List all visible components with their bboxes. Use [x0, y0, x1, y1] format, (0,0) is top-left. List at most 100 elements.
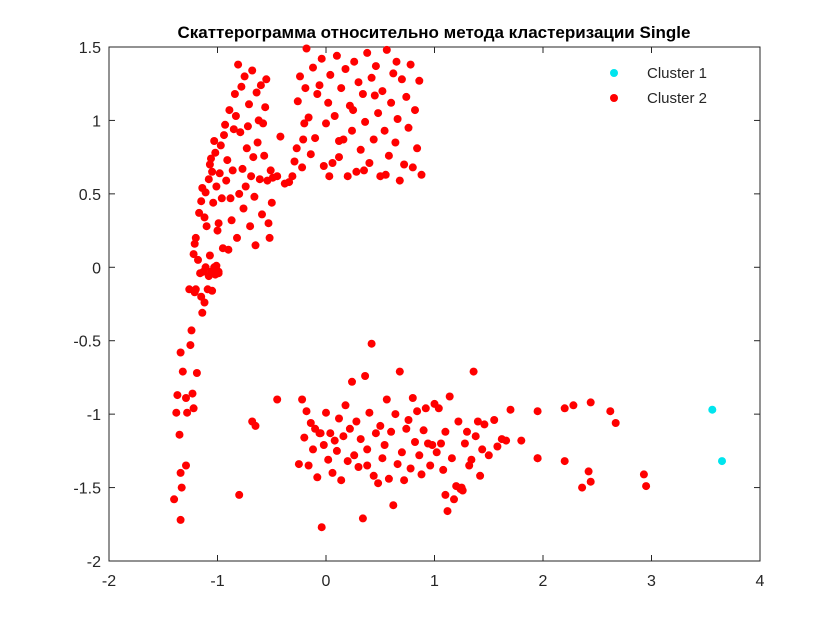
data-point [273, 172, 282, 181]
data-point [356, 435, 365, 444]
data-point [299, 135, 308, 144]
data-point [343, 172, 352, 181]
axes-ticks: -2 -1 0 1 2 3 4 -2 -1.5 -1 -0.5 0 0.5 1 1.5 [73, 40, 764, 590]
data-point [298, 395, 307, 404]
data-point [457, 483, 466, 492]
data-point [242, 144, 251, 153]
data-point [378, 87, 387, 96]
x-tick-label: 2 [539, 573, 548, 590]
data-point [239, 204, 248, 213]
data-point [428, 441, 437, 449]
y-tick-label: 1.5 [79, 40, 101, 57]
data-point [400, 160, 409, 169]
data-point [348, 126, 356, 135]
data-point [250, 192, 259, 201]
plot-area [108, 46, 761, 562]
data-point [441, 427, 450, 436]
legend-marker [610, 69, 618, 77]
data-point [176, 348, 185, 357]
data-point [209, 198, 218, 207]
data-point [467, 455, 476, 464]
data-point [234, 60, 243, 69]
data-point [220, 131, 228, 140]
data-point [221, 120, 230, 129]
data-point [411, 106, 419, 115]
y-tick-label: 0 [92, 260, 101, 277]
data-point [415, 76, 424, 85]
data-point [476, 471, 485, 480]
data-point [251, 421, 260, 430]
data-point [195, 208, 204, 217]
data-point [578, 483, 587, 492]
data-point [317, 523, 326, 532]
data-point [358, 514, 367, 523]
data-point [378, 454, 387, 463]
data-point [285, 178, 294, 187]
data-point [249, 153, 258, 162]
data-point [387, 427, 396, 436]
data-point [216, 141, 225, 150]
data-point [256, 81, 265, 90]
data-point [191, 285, 200, 294]
data-point [341, 401, 350, 410]
data-point [718, 457, 726, 466]
data-point [302, 407, 311, 416]
data-point [421, 404, 430, 413]
data-point [194, 255, 202, 264]
data-point [298, 163, 307, 172]
data-point [207, 154, 215, 163]
data-point [258, 210, 266, 219]
data-point [175, 430, 184, 439]
data-point [406, 464, 415, 473]
data-point [363, 461, 372, 470]
data-point [288, 172, 297, 181]
data-point [240, 72, 249, 81]
data-point [253, 138, 262, 147]
data-point [182, 394, 190, 402]
data-point [408, 394, 417, 402]
data-point [392, 57, 401, 66]
data-point [233, 233, 241, 242]
x-tick-label: 3 [647, 573, 656, 590]
data-point [371, 62, 380, 71]
data-point [324, 455, 333, 464]
data-point [328, 159, 337, 167]
chart-title: Скаттерограмма относительно метода класт… [177, 23, 690, 42]
data-point [343, 457, 352, 466]
data-point [223, 156, 232, 165]
data-point [317, 54, 326, 63]
data-point [191, 233, 200, 242]
data-point [395, 176, 404, 185]
data-point [335, 137, 343, 145]
data-point [290, 157, 299, 166]
data-point [371, 429, 380, 438]
data-point [186, 341, 195, 350]
data-point [413, 144, 422, 153]
data-point [205, 251, 214, 260]
y-tick-label: 0.5 [79, 187, 101, 204]
data-point [173, 391, 182, 400]
data-point [363, 445, 372, 454]
data-point [261, 103, 270, 112]
data-point [397, 75, 406, 84]
data-point [198, 308, 207, 317]
points-layer [170, 44, 726, 532]
data-point [170, 495, 179, 504]
data-point [201, 263, 210, 272]
data-point [315, 81, 324, 90]
data-point [229, 125, 238, 134]
data-point [231, 112, 240, 120]
data-point [197, 292, 206, 301]
data-point [506, 405, 515, 414]
data-point [178, 367, 187, 376]
data-point [639, 470, 648, 479]
data-point [235, 490, 244, 499]
data-point [381, 170, 390, 179]
data-point [237, 82, 246, 91]
data-point [172, 408, 181, 417]
data-point [266, 166, 275, 175]
data-point [316, 429, 325, 438]
data-point [533, 407, 542, 416]
data-point [389, 501, 398, 510]
data-point [415, 451, 424, 460]
